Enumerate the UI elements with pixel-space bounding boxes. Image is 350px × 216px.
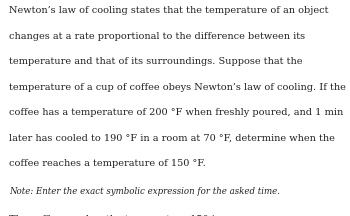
Text: coffee reaches a temperature of 150 °F.: coffee reaches a temperature of 150 °F. [9, 159, 205, 168]
Text: Newton’s law of cooling states that the temperature of an object: Newton’s law of cooling states that the … [9, 6, 328, 16]
Text: coffee has a temperature of 200 °F when freshly poured, and 1 min: coffee has a temperature of 200 °F when … [9, 108, 343, 118]
Text: later has cooled to 190 °F in a room at 70 °F, determine when the: later has cooled to 190 °F in a room at … [9, 134, 335, 143]
Text: The coffee reaches the temperature 150 in: The coffee reaches the temperature 150 i… [9, 215, 221, 216]
Text: changes at a rate proportional to the difference between its: changes at a rate proportional to the di… [9, 32, 305, 41]
Text: temperature and that of its surroundings. Suppose that the: temperature and that of its surroundings… [9, 57, 302, 67]
Text: temperature of a cup of coffee obeys Newton’s law of cooling. If the: temperature of a cup of coffee obeys New… [9, 83, 346, 92]
Text: Note: Enter the exact symbolic expression for the asked time.: Note: Enter the exact symbolic expressio… [9, 187, 280, 196]
